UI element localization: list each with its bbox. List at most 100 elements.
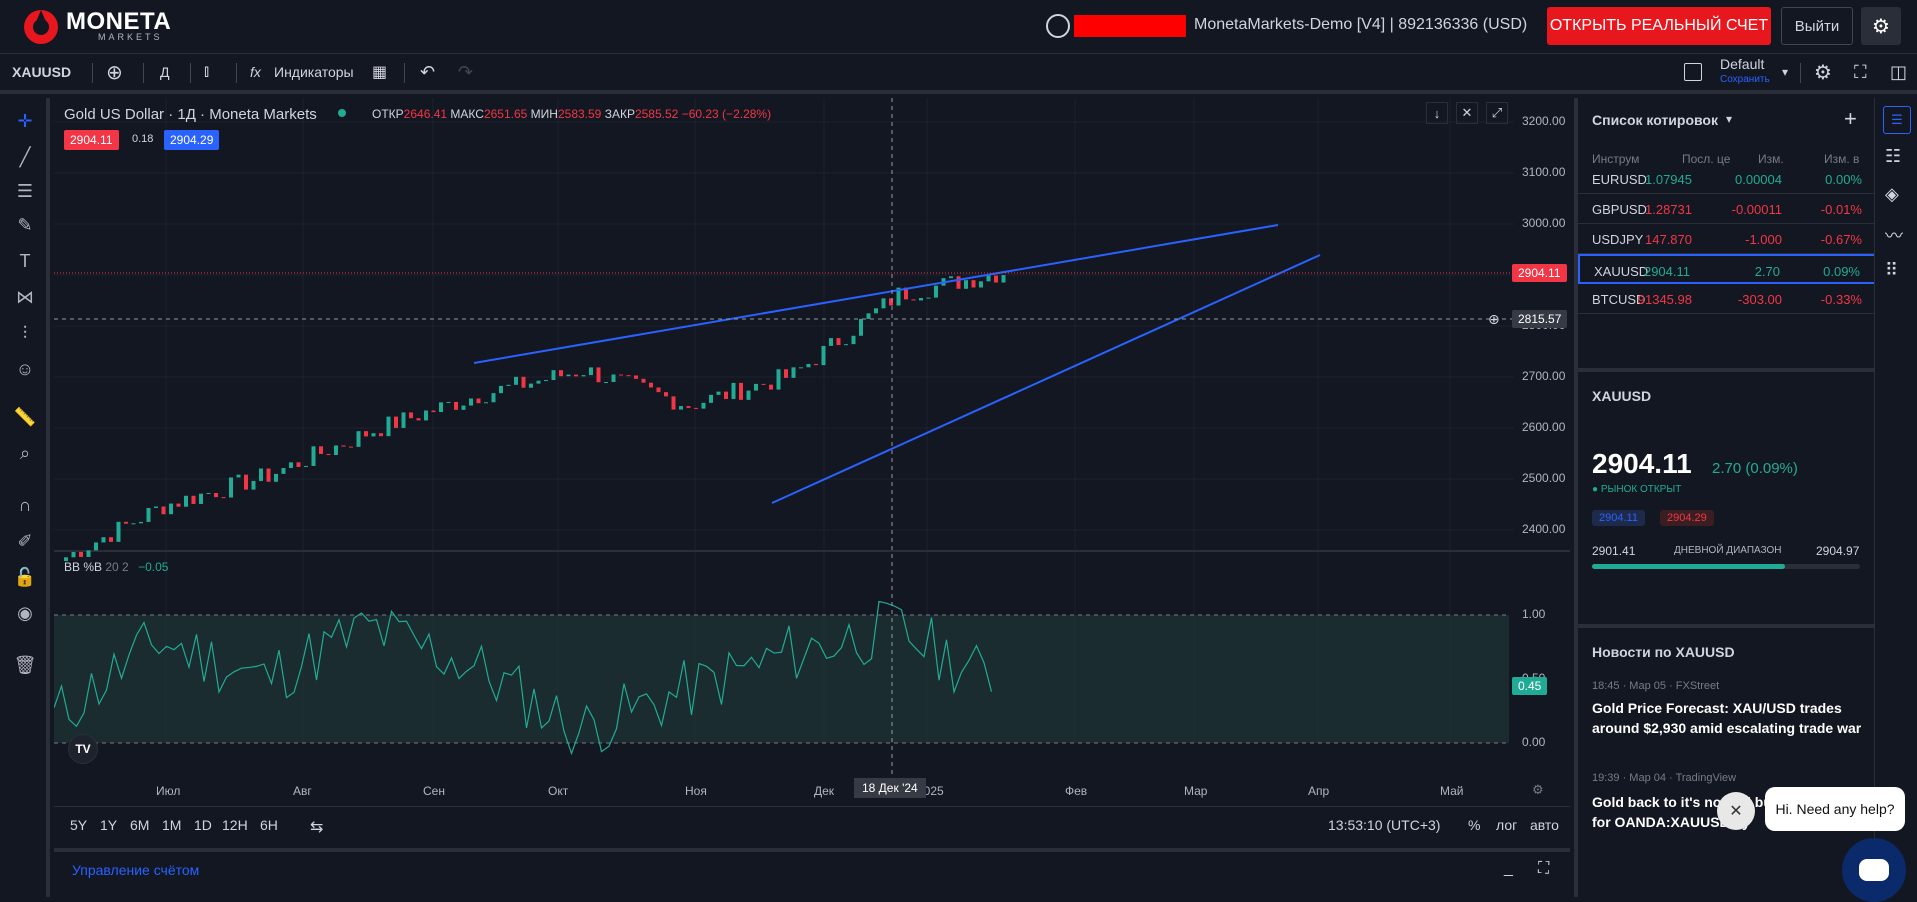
emoji-icon[interactable]: ☺ — [15, 358, 35, 379]
pattern-icon[interactable]: ⋈ — [16, 286, 34, 307]
logout-button[interactable]: Выйти — [1781, 7, 1853, 45]
timeframe-button[interactable]: 12H — [222, 817, 248, 833]
brush-icon[interactable]: ✎ — [17, 214, 33, 235]
prediction-icon[interactable]: ⫶ — [22, 322, 28, 343]
lock-drawing-icon[interactable]: ✐ — [17, 530, 33, 551]
zoom-icon[interactable]: ⌕ — [19, 442, 31, 463]
legend-title: Gold US Dollar · 1Д · Moneta Markets — [64, 106, 317, 123]
col-symbol[interactable]: Инструм — [1592, 152, 1640, 166]
undo-icon[interactable]: ↶ — [420, 61, 436, 82]
maximize-pane-icon[interactable]: ⤢ — [1486, 102, 1508, 124]
watchlist-last: 91345.98 — [1637, 292, 1692, 307]
chat-icon[interactable] — [1842, 838, 1906, 902]
moneta-logo-icon[interactable] — [22, 8, 60, 46]
watchlist-icon[interactable]: ☰ — [1883, 106, 1911, 134]
timeframe-button[interactable]: 6H — [260, 817, 278, 833]
trash-icon[interactable]: 🗑 — [13, 654, 37, 675]
candle — [439, 402, 443, 413]
brand-name[interactable]: MONETA — [66, 8, 172, 35]
chevron-down-icon[interactable]: ▾ — [1782, 65, 1789, 79]
expand-icon[interactable]: ⛶ — [1538, 860, 1550, 877]
chart-pane[interactable]: Gold US Dollar · 1Д · Moneta Markets ОТК… — [54, 98, 1570, 805]
help-bubble[interactable]: Hi. Need any help? — [1765, 787, 1905, 831]
auto-toggle[interactable]: авто — [1530, 817, 1559, 833]
collapse-icon[interactable]: ✕ — [1456, 102, 1478, 124]
layout-save[interactable]: Сохранить — [1720, 73, 1770, 85]
candle — [964, 280, 968, 289]
candle — [199, 493, 203, 504]
buy-price-button[interactable]: 2904.29 — [164, 130, 220, 150]
candle — [971, 280, 976, 288]
ruler-icon[interactable]: 📏 — [13, 406, 37, 427]
more-icon[interactable]: ⠿ — [1885, 260, 1899, 280]
user-icon[interactable] — [1046, 14, 1070, 38]
watchlist-row[interactable]: EURUSD 1.07945 0.00004 0.00% — [1578, 164, 1878, 194]
tradingview-logo-icon[interactable]: TV — [68, 734, 98, 764]
fib-icon[interactable]: ☰ — [16, 180, 34, 201]
candle — [71, 551, 76, 558]
timeframe-button[interactable]: 1Y — [100, 817, 118, 833]
log-toggle[interactable]: лог — [1496, 817, 1518, 833]
price-chart[interactable] — [54, 98, 1570, 805]
col-last[interactable]: Посл. це — [1682, 152, 1731, 166]
details-change: 2.70 (0.09%) — [1712, 460, 1798, 477]
close-help-icon[interactable]: ✕ — [1717, 792, 1755, 830]
ind-tick: 0.00 — [1522, 735, 1546, 749]
layouts-grid-icon[interactable]: ▦ — [372, 64, 388, 81]
lock-icon[interactable]: 🔓 — [13, 566, 37, 587]
watchlist-change: 2.70 — [1754, 264, 1780, 279]
chart-settings-icon[interactable]: ⚙ — [1814, 61, 1832, 84]
camera-icon[interactable]: ◫ — [1890, 61, 1908, 82]
col-change-pct[interactable]: Изм. в — [1824, 152, 1860, 166]
watchlist-row[interactable]: BTCUSD 91345.98 -303.00 -0.33% — [1578, 284, 1878, 314]
watchlist-row[interactable]: GBPUSD 1.28731 -0.00011 -0.01% — [1578, 194, 1878, 224]
compare-add-icon[interactable]: ⊕ — [106, 61, 123, 84]
candle — [746, 390, 751, 400]
watchlist-row[interactable]: USDJPY 147.870 -1.000 -0.67% — [1578, 224, 1878, 254]
add-symbol-icon[interactable]: + — [1844, 106, 1857, 131]
chevron-down-icon[interactable]: ▾ — [1726, 112, 1733, 126]
details-icon[interactable]: ☷ — [1885, 146, 1902, 166]
interval-button[interactable]: Д — [160, 64, 170, 80]
percent-toggle[interactable]: % — [1468, 817, 1481, 833]
timeframe-button[interactable]: 5Y — [70, 817, 88, 833]
redo-icon[interactable]: ↷ — [458, 61, 474, 82]
layout-name[interactable]: Default — [1720, 56, 1765, 72]
magnet-icon[interactable]: ∩ — [18, 494, 32, 515]
col-change[interactable]: Изм. — [1758, 152, 1784, 166]
candle — [581, 375, 586, 377]
crosshair-icon[interactable]: ✛ — [17, 110, 33, 131]
layers-icon[interactable]: ◈ — [1885, 184, 1899, 204]
watchlist-title[interactable]: Список котировок — [1592, 112, 1718, 128]
news-headline[interactable]: Gold Price Forecast: XAU/USD trades arou… — [1592, 700, 1862, 736]
candle — [454, 401, 458, 410]
open-real-account-button[interactable]: ОТКРЫТЬ РЕАЛЬНЫЙ СЧЕТ — [1547, 7, 1771, 45]
watchlist-change-pct: -0.67% — [1820, 232, 1862, 247]
indicators-button[interactable]: Индикаторы — [274, 64, 354, 80]
eye-icon[interactable]: ◉ — [17, 602, 33, 623]
time-tick: Мар — [1184, 784, 1208, 798]
clock[interactable]: 13:53:10 (UTC+3) — [1328, 817, 1441, 833]
axis-settings-icon[interactable]: ⚙ — [1532, 782, 1544, 797]
add-alert-icon[interactable]: ⊕ — [1488, 311, 1500, 327]
symbol-search[interactable]: XAUUSD — [12, 64, 72, 80]
minimize-icon[interactable]: _ — [1504, 860, 1513, 877]
timeframe-button[interactable]: 6M — [130, 817, 150, 833]
watchlist-row[interactable]: XAUUSD 2904.11 2.70 0.09% — [1578, 254, 1878, 284]
fullscreen-toggle-icon[interactable] — [1684, 63, 1702, 81]
settings-gear-icon[interactable]: ⚙ — [1861, 7, 1901, 45]
candles-icon[interactable]: ⫾ — [204, 63, 210, 80]
account-panel-title[interactable]: Управление счётом — [72, 862, 200, 878]
trend-icon[interactable]: 〰 — [1885, 226, 1903, 246]
scroll-down-icon[interactable]: ↓ — [1426, 102, 1448, 124]
sell-price-button[interactable]: 2904.11 — [64, 130, 119, 150]
timeframe-button[interactable]: 1M — [162, 817, 182, 833]
fx-icon[interactable]: fx — [250, 64, 261, 80]
trendline-icon[interactable]: ╱ — [19, 146, 31, 167]
timeframe-button[interactable]: 1D — [194, 817, 212, 833]
time-tick: Ноя — [685, 784, 707, 798]
text-icon[interactable]: T — [19, 250, 31, 271]
fullscreen-icon[interactable]: ⛶ — [1854, 61, 1867, 82]
date-range-icon[interactable]: ⇆ — [310, 819, 324, 836]
candle — [281, 468, 286, 474]
